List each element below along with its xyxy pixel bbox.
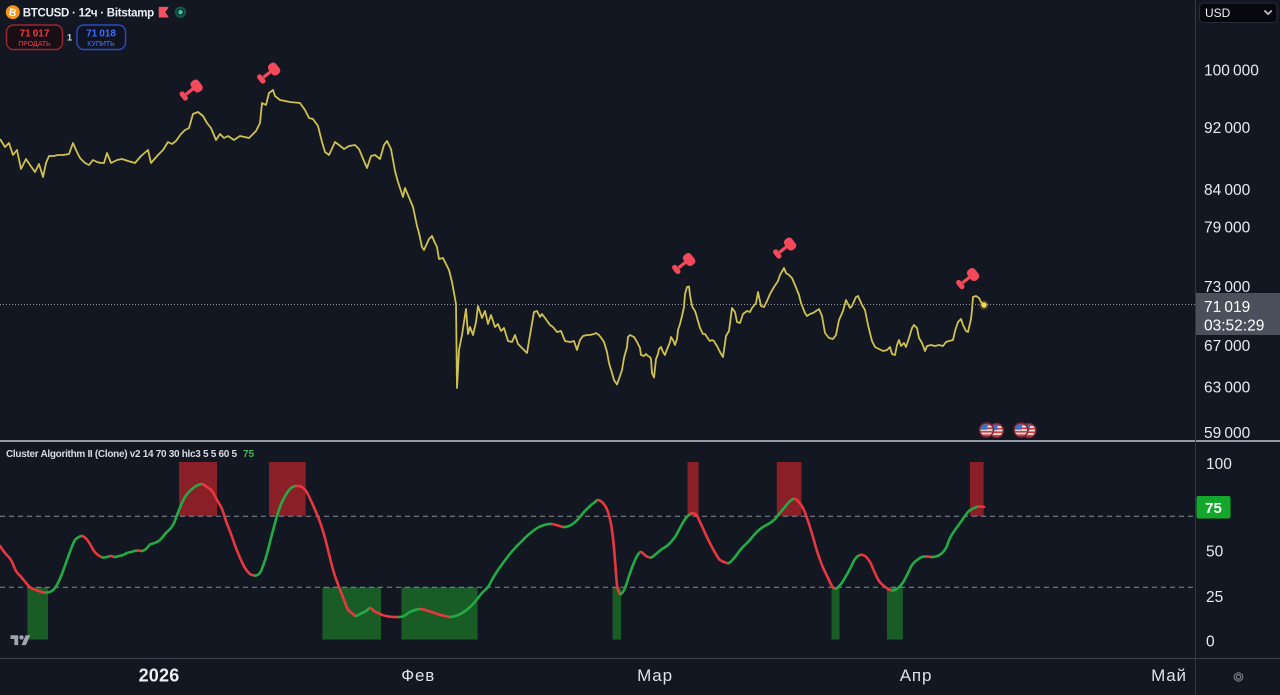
svg-text:Мар: Мар bbox=[637, 666, 673, 685]
svg-text:03:52:29: 03:52:29 bbox=[1204, 318, 1264, 335]
svg-text:79 000: 79 000 bbox=[1204, 220, 1251, 237]
svg-text:BTCUSD · 12ч · Bitstamp: BTCUSD · 12ч · Bitstamp bbox=[23, 8, 154, 20]
svg-text:50: 50 bbox=[1206, 544, 1224, 561]
svg-text:Cluster Algorithm II (Clone) v: Cluster Algorithm II (Clone) v2 14 70 30… bbox=[6, 449, 237, 460]
svg-text:59 000: 59 000 bbox=[1204, 425, 1251, 442]
svg-text:71 017: 71 017 bbox=[20, 29, 50, 40]
svg-text:Апр: Апр bbox=[900, 666, 932, 685]
svg-text:84 000: 84 000 bbox=[1204, 182, 1251, 199]
svg-text:2026: 2026 bbox=[139, 666, 180, 686]
svg-text:Фев: Фев bbox=[401, 666, 435, 685]
svg-text:B: B bbox=[8, 6, 18, 19]
svg-text:КУПИТЬ: КУПИТЬ bbox=[87, 41, 115, 48]
svg-text:75: 75 bbox=[1205, 500, 1222, 517]
svg-text:0: 0 bbox=[1206, 634, 1215, 651]
svg-text:Май: Май bbox=[1151, 666, 1187, 685]
svg-text:71 019: 71 019 bbox=[1204, 299, 1250, 316]
svg-text:73 000: 73 000 bbox=[1204, 279, 1251, 296]
svg-text:71 018: 71 018 bbox=[86, 29, 116, 40]
svg-text:ПРОДАТЬ: ПРОДАТЬ bbox=[18, 41, 51, 48]
svg-text:25: 25 bbox=[1206, 589, 1223, 606]
svg-text:67 000: 67 000 bbox=[1204, 338, 1251, 355]
svg-text:92 000: 92 000 bbox=[1204, 120, 1251, 137]
svg-text:1: 1 bbox=[67, 33, 73, 44]
svg-text:75: 75 bbox=[243, 449, 255, 460]
svg-text:63 000: 63 000 bbox=[1204, 380, 1251, 397]
svg-text:100: 100 bbox=[1206, 456, 1232, 473]
svg-text:100 000: 100 000 bbox=[1204, 63, 1259, 80]
svg-text:USD: USD bbox=[1205, 6, 1231, 20]
